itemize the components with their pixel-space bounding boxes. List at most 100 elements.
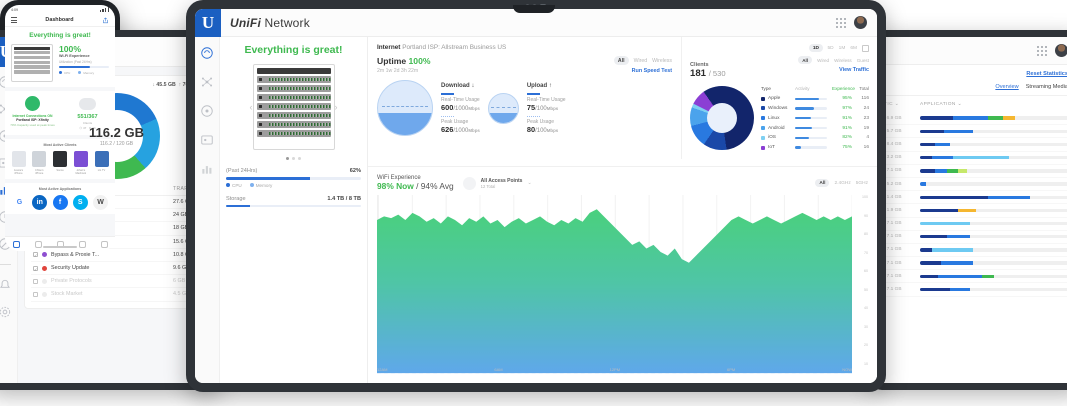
application-row[interactable]: / 5.7 GB	[875, 125, 1067, 139]
clients-count-total: / 530	[708, 69, 726, 78]
carousel-prev-icon[interactable]: ‹	[249, 102, 253, 112]
col-application-right[interactable]: APPLICATION ⌄	[920, 102, 962, 107]
apps-grid-icon[interactable]	[1037, 45, 1047, 56]
carousel-dots[interactable]	[226, 157, 361, 160]
band-5[interactable]: 5GHz	[855, 180, 868, 186]
devices-tab-icon[interactable]	[34, 240, 42, 248]
application-row[interactable]: / 7.1 GB	[875, 270, 1067, 284]
client-type-row[interactable]: Linux 91% 23	[761, 113, 869, 123]
client-type-row[interactable]: Apple 95% 116	[761, 94, 869, 104]
skype-icon[interactable]: S	[72, 195, 88, 211]
google-icon[interactable]: G	[12, 195, 27, 211]
application-row[interactable]: / 7.1 GB	[875, 244, 1067, 258]
application-row[interactable]: / 7.1 GB	[875, 165, 1067, 178]
clients-filter-guest[interactable]: Guest	[856, 57, 869, 63]
phone-client-item[interactable]: LG TV	[93, 151, 110, 175]
client-type-row[interactable]: iOS 82% 4	[761, 133, 869, 143]
stats-tab-icon[interactable]	[78, 240, 86, 248]
application-row[interactable]: / 8.4 GB	[875, 138, 1067, 152]
range-5d[interactable]: 5D	[827, 45, 834, 51]
insights-icon-center[interactable]	[200, 162, 214, 176]
table-row[interactable]: Stock Market 4.5 GB	[31, 288, 202, 302]
phone-client-item[interactable]: Chloe's iPhone	[31, 151, 48, 175]
rack-unit	[256, 103, 331, 110]
table-row[interactable]: Security Update 9.6 GB	[31, 262, 202, 276]
filter-wireless[interactable]: Wireless	[652, 57, 672, 64]
wifi-experience-chart[interactable]: 100 90 80 70 60 50 40 30 20 10 12AM 6AM 12PM 6PM NOW	[377, 195, 868, 377]
run-speed-test-link[interactable]: Run Speed Test	[631, 68, 672, 74]
client-total: 24	[863, 105, 869, 111]
band-filters: All 2.4GHz 5GHz	[815, 179, 868, 188]
settings-tab-icon[interactable]	[100, 240, 108, 248]
chevron-down-icon[interactable]: ⌄	[527, 180, 532, 187]
band-all[interactable]: All	[815, 179, 830, 188]
share-icon[interactable]	[102, 17, 109, 24]
gear-icon[interactable]	[0, 305, 12, 319]
client-type-row[interactable]: Android 91% 19	[761, 123, 869, 133]
clients-filter-all[interactable]: All	[798, 56, 813, 64]
devices-icon-center[interactable]	[200, 104, 214, 118]
phone-client-item[interactable]: Sonos	[52, 151, 69, 175]
application-row[interactable]: / 5.2 GB	[875, 178, 1067, 192]
traffic-donut-chart[interactable]: 116.2 GB 116.2 / 120 GB	[73, 93, 160, 179]
application-row[interactable]: / 7.1 GB	[875, 257, 1067, 271]
avatar[interactable]	[1055, 44, 1067, 57]
phone-client-item[interactable]: Jessie's iPhone	[10, 151, 27, 175]
storage-bar	[226, 204, 361, 208]
ul-pk-total: /100	[535, 127, 547, 134]
dashboard-tab-icon[interactable]	[12, 240, 20, 248]
wordpress-icon[interactable]: W	[93, 195, 108, 211]
filter-all[interactable]: All	[613, 56, 629, 65]
application-row[interactable]: / 7.1 GB	[875, 231, 1067, 244]
calendar-icon[interactable]	[862, 44, 869, 52]
avatar-center[interactable]	[854, 16, 867, 29]
y-tick: 100	[862, 195, 868, 200]
view-traffic-link[interactable]: View Traffic	[839, 67, 869, 73]
tab-streaming-media[interactable]: Streaming Media	[1025, 84, 1067, 90]
client-type-row[interactable]: IoT 75% 16	[761, 143, 869, 153]
rack-unit	[256, 121, 331, 128]
apps-grid-icon-center[interactable]	[836, 17, 846, 28]
application-row[interactable]: / 1.9 GB	[875, 204, 1067, 218]
clients-filter-wireless[interactable]: Wireless	[834, 57, 852, 63]
linkedin-icon[interactable]: in	[32, 195, 48, 211]
application-row[interactable]: / 3.2 GB	[875, 152, 1067, 165]
wifi-experience-title: WiFi Experience	[377, 175, 421, 182]
band-24[interactable]: 2.4GHz	[834, 180, 851, 186]
application-row[interactable]: / 6.9 GB	[875, 112, 1067, 126]
clients-filter-wired[interactable]: Wired	[817, 57, 830, 63]
client-type-row[interactable]: Windows 97% 24	[761, 104, 869, 114]
filter-wired[interactable]: Wired	[633, 57, 648, 64]
col-traffic[interactable]: TRAFFIC	[173, 186, 197, 192]
menu-icon[interactable]	[11, 17, 17, 23]
application-row[interactable]: / 7.1 GB	[875, 283, 1067, 297]
row-checkbox[interactable]	[33, 291, 38, 297]
application-row[interactable]: / 7.1 GB	[875, 218, 1067, 231]
center-main: Everything is great! ‹	[220, 37, 877, 383]
facebook-icon[interactable]: f	[52, 195, 68, 211]
reset-statistics-link[interactable]: Reset Statistics	[1026, 71, 1067, 77]
table-row[interactable]: Bypass & Proxie T... 10.8 GB	[31, 249, 202, 262]
carousel-next-icon[interactable]: ›	[334, 102, 338, 112]
topology-icon-center[interactable]	[200, 75, 214, 89]
access-points-selector[interactable]: All Access Points 12 Total ⌄	[462, 176, 532, 190]
row-checkbox[interactable]	[33, 265, 38, 271]
range-1m[interactable]: 1M	[838, 45, 846, 51]
client-icon-center[interactable]	[200, 133, 214, 147]
ubiquiti-logo-icon-center[interactable]: U	[195, 9, 221, 38]
clients-donut-chart[interactable]	[690, 86, 754, 151]
col-traffic-right[interactable]: TIC ⌄	[884, 102, 900, 107]
tab-overview[interactable]: Overview	[995, 84, 1019, 90]
table-row[interactable]: Private Protocols 6 GB	[31, 275, 202, 289]
bell-icon[interactable]	[0, 278, 12, 292]
application-row[interactable]: / 1.4 GB	[875, 191, 1067, 205]
range-6m[interactable]: 6M	[850, 45, 857, 51]
phone-client-item[interactable]: Johan's Macbook	[72, 151, 89, 175]
phone-scroll-area[interactable]: Everything is great! 100% Wi-Fi Experien…	[5, 27, 115, 236]
range-1d[interactable]: 1D	[809, 44, 823, 52]
rack-unit	[256, 76, 331, 83]
dashboard-icon-center[interactable]	[200, 46, 214, 60]
row-checkbox[interactable]	[33, 252, 38, 258]
row-checkbox[interactable]	[33, 278, 38, 284]
upload-title: Upload ↑	[527, 83, 566, 89]
